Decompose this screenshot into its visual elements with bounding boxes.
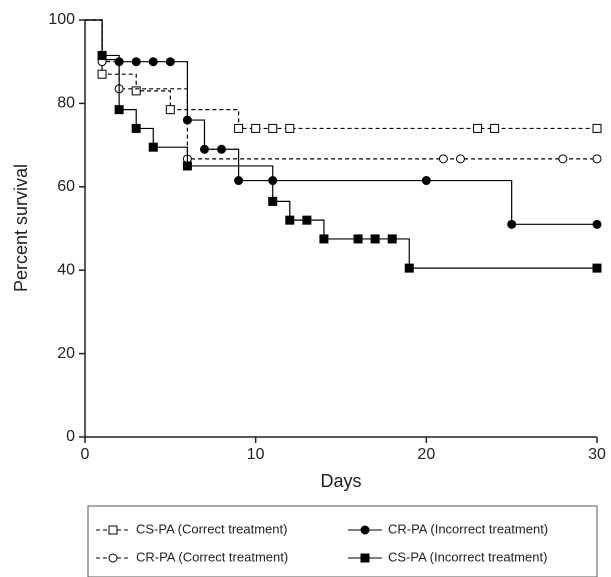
- y-tick-label: 40: [57, 261, 75, 278]
- legend-marker: [108, 525, 118, 535]
- legend-marker: [360, 553, 370, 563]
- survival-line: [85, 19, 597, 269]
- marker: [421, 176, 431, 186]
- legend-marker: [108, 553, 118, 563]
- y-tick-label: 80: [57, 95, 75, 112]
- marker: [165, 57, 175, 67]
- marker: [592, 219, 602, 229]
- legend-marker: [360, 525, 370, 535]
- marker: [97, 69, 107, 79]
- marker: [268, 123, 278, 133]
- marker: [370, 234, 380, 244]
- survival-line: [85, 19, 597, 130]
- marker: [251, 123, 261, 133]
- y-tick-label: 20: [57, 345, 75, 362]
- x-tick-label: 0: [81, 446, 90, 463]
- marker: [490, 123, 500, 133]
- marker: [148, 57, 158, 67]
- marker: [131, 57, 141, 67]
- marker: [234, 123, 244, 133]
- survival-line: [85, 19, 597, 225]
- y-tick-label: 60: [57, 178, 75, 195]
- marker: [97, 50, 107, 60]
- legend-label: CR-PA (Incorrect treatment): [388, 521, 548, 536]
- x-tick-label: 30: [588, 446, 606, 463]
- marker: [404, 263, 414, 273]
- marker: [473, 123, 483, 133]
- marker: [285, 215, 295, 225]
- x-tick-label: 20: [417, 446, 435, 463]
- marker: [319, 234, 329, 244]
- x-axis-label: Days: [320, 471, 361, 491]
- marker: [507, 219, 517, 229]
- x-tick-label: 10: [247, 446, 265, 463]
- legend-label: CS-PA (Incorrect treatment): [388, 549, 547, 564]
- marker: [592, 123, 602, 133]
- marker: [285, 123, 295, 133]
- marker: [148, 142, 158, 152]
- marker: [438, 154, 448, 164]
- y-tick-label: 0: [66, 428, 75, 445]
- marker: [199, 144, 209, 154]
- y-axis-label: Percent survival: [11, 164, 31, 292]
- y-tick-label: 100: [48, 11, 75, 28]
- legend-box: [87, 505, 598, 577]
- marker: [165, 105, 175, 115]
- marker: [234, 176, 244, 186]
- marker: [131, 123, 141, 133]
- marker: [353, 234, 363, 244]
- legend-label: CS-PA (Correct treatment): [136, 521, 287, 536]
- marker: [268, 196, 278, 206]
- marker: [455, 154, 465, 164]
- legend-label: CR-PA (Correct treatment): [136, 549, 288, 564]
- marker: [592, 263, 602, 273]
- marker: [131, 86, 141, 96]
- survival-line: [85, 19, 597, 160]
- marker: [217, 144, 227, 154]
- marker: [114, 105, 124, 115]
- marker: [387, 234, 397, 244]
- marker: [558, 154, 568, 164]
- marker: [302, 215, 312, 225]
- marker: [182, 161, 192, 171]
- marker: [592, 154, 602, 164]
- legend: CS-PA (Correct treatment) CR-PA (Incorrec…: [96, 521, 548, 564]
